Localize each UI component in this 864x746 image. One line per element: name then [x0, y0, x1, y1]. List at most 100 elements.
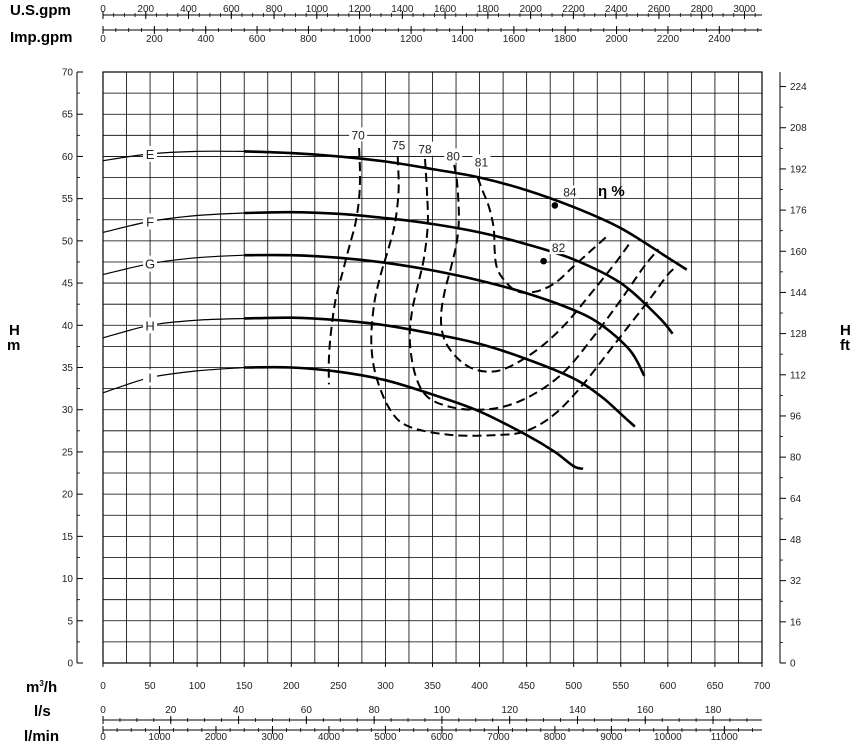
y-right-tick-label: 128 — [790, 329, 807, 340]
x-main-axis-title: m3/h — [26, 679, 57, 696]
y-left-tick-label: 5 — [67, 616, 73, 627]
top1-tick-label: 1800 — [477, 4, 500, 15]
top1-tick-label: 1200 — [348, 4, 371, 15]
x-lmin-tick-label: 6000 — [431, 732, 454, 743]
x-ls-tick-label: 0 — [100, 705, 106, 716]
y-left-tick-label: 40 — [62, 321, 74, 332]
top1-tick-label: 200 — [137, 4, 154, 15]
y-right-tick-label: 16 — [790, 617, 802, 628]
efficiency-curve-80 — [439, 164, 632, 373]
efficiency-marker-label-bg — [549, 241, 568, 255]
y-left-axis-title-top: H — [9, 322, 20, 339]
top1-tick-label: 2800 — [691, 4, 714, 15]
head-curve-e — [244, 150, 688, 271]
top1-tick-label: 1000 — [306, 4, 329, 15]
y-right-tick-label: 176 — [790, 206, 807, 217]
x-ls-tick-label: 20 — [165, 705, 177, 716]
y-right-tick-label: 160 — [790, 247, 807, 258]
top2-tick-label: 600 — [249, 34, 266, 45]
curve-label-f: F — [146, 214, 154, 229]
head-curve-f — [244, 210, 674, 335]
efficiency-label-bg — [389, 137, 408, 152]
y-right-tick-label: 64 — [790, 494, 802, 505]
efficiency-marker-label-84: 84 — [563, 185, 577, 199]
x-main-tick-label: 400 — [471, 681, 488, 692]
x-main-tick-label: 0 — [100, 681, 106, 692]
y-left-tick-label: 25 — [62, 447, 74, 458]
top2-tick-label: 400 — [197, 34, 214, 45]
top1-tick-label: 2200 — [562, 4, 585, 15]
x-lmin-tick-label: 5000 — [374, 732, 397, 743]
y-right-tick-label: 112 — [790, 370, 806, 381]
x-lmin-tick-label: 0 — [100, 732, 106, 743]
chart-ticks: 0 200 400 600 800 1000 1200 1400 1600 1800 2000 220… — [62, 4, 807, 743]
x-main-tick-label: 250 — [330, 681, 347, 692]
head-curve-e-thin — [102, 150, 245, 162]
chart-grid — [103, 72, 762, 663]
y-left-axis-title-bottom: m — [7, 337, 20, 354]
x-ls-tick-label: 160 — [637, 705, 654, 716]
x-main-tick-label: 450 — [518, 681, 535, 692]
x-lmin-tick-label: 10000 — [654, 732, 682, 743]
x-main-tick-label: 550 — [612, 681, 629, 692]
y-right-tick-label: 192 — [790, 164, 807, 175]
y-right-tick-label: 208 — [790, 123, 807, 134]
x-ls-tick-label: 60 — [301, 705, 313, 716]
y-left-tick-label: 50 — [62, 236, 74, 247]
top2-tick-label: 1400 — [451, 34, 474, 45]
y-right-axis-title-bottom: ft — [840, 337, 850, 354]
chart-series: E F G H I — [102, 145, 688, 471]
efficiency-title: η % — [598, 183, 625, 200]
y-left-tick-label: 20 — [62, 490, 74, 501]
x-lmin-axis-title: l/min — [24, 728, 59, 745]
y-left-tick-label: 35 — [62, 363, 74, 374]
head-curve-h-thin — [102, 317, 245, 339]
curve-label-bg — [143, 145, 158, 162]
efficiency-marker-label-bg — [560, 185, 579, 199]
efficiency-marker-84 — [551, 202, 559, 209]
efficiency-label-81: 81 — [475, 155, 489, 169]
top1-tick-label: 2000 — [520, 4, 543, 15]
y-right-tick-label: 96 — [790, 411, 802, 422]
axis-titles: U.S.gpm Imp.gpm m3/h l/s l/min H m H ft … — [7, 2, 851, 745]
y-right-tick-label: 0 — [790, 659, 796, 670]
efficiency-label-78: 78 — [418, 143, 432, 157]
curve-label-e: E — [146, 147, 155, 162]
top1-tick-label: 2400 — [605, 4, 628, 15]
efficiency-marker-label-82: 82 — [552, 241, 566, 255]
x-ls-tick-label: 180 — [705, 705, 722, 716]
y-left-tick-label: 30 — [62, 405, 74, 416]
x-ls-axis-title: l/s — [34, 703, 51, 720]
curve-label-bg — [143, 317, 158, 334]
efficiency-label-bg — [472, 154, 491, 169]
curve-label-g: G — [145, 257, 155, 272]
x-main-tick-label: 700 — [754, 681, 771, 692]
top1-axis-title: U.S.gpm — [10, 2, 71, 19]
efficiency-curve-78 — [408, 158, 660, 411]
x-ls-tick-label: 140 — [569, 705, 586, 716]
top1-tick-label: 1600 — [434, 4, 457, 15]
efficiency-label-bg — [349, 127, 368, 142]
x-main-tick-label: 200 — [283, 681, 300, 692]
x-lmin-tick-label: 9000 — [600, 732, 623, 743]
x-ls-tick-label: 40 — [233, 705, 245, 716]
top1-tick-label: 0 — [100, 4, 106, 15]
top1-tick-label: 2600 — [648, 4, 671, 15]
efficiency-curve-81 — [476, 177, 608, 294]
efficiency-label-70: 70 — [351, 128, 365, 142]
top2-tick-label: 2200 — [657, 34, 680, 45]
head-curve-i — [244, 365, 584, 471]
x-ls-tick-label: 120 — [501, 705, 518, 716]
x-main-tick-label: 100 — [189, 681, 206, 692]
y-left-tick-label: 55 — [62, 194, 74, 205]
efficiency-label-80: 80 — [447, 149, 461, 163]
top2-tick-label: 0 — [100, 34, 106, 45]
x-main-tick-label: 650 — [707, 681, 724, 692]
y-left-tick-label: 10 — [62, 574, 74, 585]
top1-tick-label: 400 — [180, 4, 197, 15]
top2-tick-label: 1000 — [349, 34, 372, 45]
curve-label-bg — [143, 369, 158, 386]
y-right-tick-label: 80 — [790, 453, 802, 464]
curve-label-bg — [143, 255, 158, 272]
